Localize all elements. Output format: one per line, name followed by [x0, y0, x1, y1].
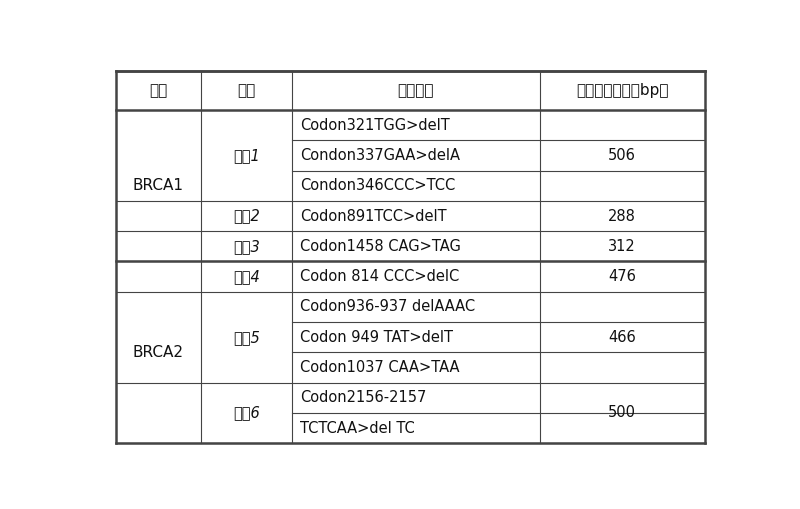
Text: Codon1037 CAA>TAA: Codon1037 CAA>TAA [300, 360, 459, 375]
Text: 反应6: 反应6 [233, 405, 260, 420]
Text: 扩增片段长度（bp）: 扩增片段长度（bp） [576, 83, 668, 98]
Text: Condon337GAA>delA: Condon337GAA>delA [300, 148, 460, 163]
Text: Codon936-937 delAAAC: Codon936-937 delAAAC [300, 299, 474, 315]
Text: 476: 476 [608, 269, 636, 284]
Text: 312: 312 [608, 239, 636, 254]
Text: 反应2: 反应2 [233, 209, 260, 223]
Text: BRCA2: BRCA2 [133, 345, 184, 360]
Text: Codon891TCC>delT: Codon891TCC>delT [300, 209, 446, 223]
Text: 506: 506 [608, 148, 636, 163]
Text: 466: 466 [608, 330, 636, 345]
Text: 288: 288 [608, 209, 636, 223]
Text: Codon1458 CAG>TAG: Codon1458 CAG>TAG [300, 239, 461, 254]
Text: 反应3: 反应3 [233, 239, 260, 254]
Text: 500: 500 [608, 405, 636, 420]
Text: 检测位点: 检测位点 [398, 83, 434, 98]
Text: 反应1: 反应1 [233, 148, 260, 163]
Text: Codon 949 TAT>delT: Codon 949 TAT>delT [300, 330, 453, 345]
Text: TCTCAA>del TC: TCTCAA>del TC [300, 420, 414, 436]
Text: Condon346CCC>TCC: Condon346CCC>TCC [300, 178, 455, 193]
Text: BRCA1: BRCA1 [133, 178, 184, 193]
Text: Codon2156-2157: Codon2156-2157 [300, 390, 426, 405]
Text: 反应: 反应 [238, 83, 256, 98]
Text: Codon 814 CCC>delC: Codon 814 CCC>delC [300, 269, 459, 284]
Text: 反应4: 反应4 [233, 269, 260, 284]
Text: Codon321TGG>delT: Codon321TGG>delT [300, 118, 450, 133]
Text: 反应5: 反应5 [233, 330, 260, 345]
Text: 基因: 基因 [149, 83, 167, 98]
